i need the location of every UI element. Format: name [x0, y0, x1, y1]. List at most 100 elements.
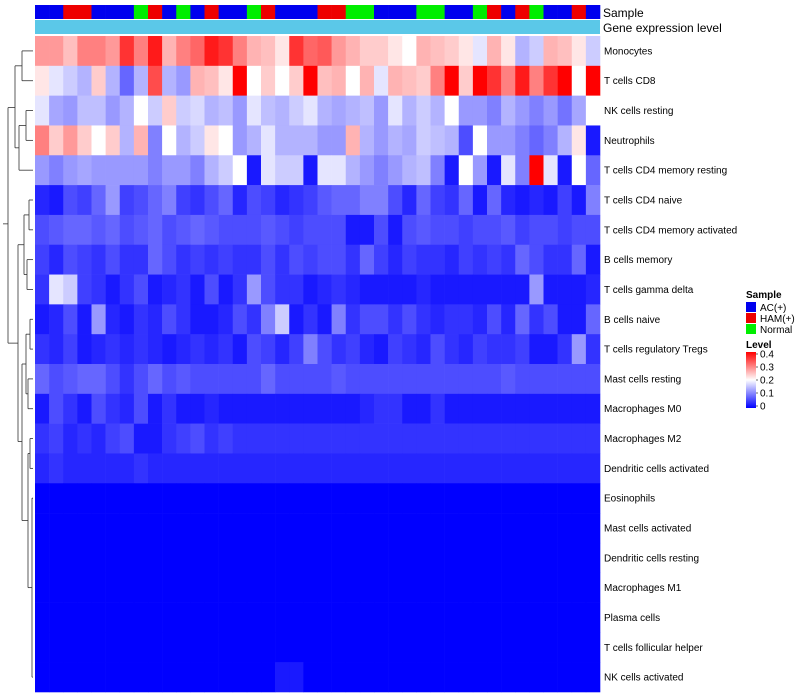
heatmap-cell [119, 244, 135, 275]
heatmap-cell [416, 453, 431, 484]
heatmap-cell [133, 274, 149, 305]
heatmap-cell [402, 185, 417, 216]
heatmap-cell [176, 214, 191, 246]
heatmap-cell [430, 185, 445, 216]
heatmap-cell [345, 244, 361, 275]
heatmap-cell [119, 95, 135, 126]
heatmap-cell [133, 244, 149, 275]
heatmap-cell [444, 125, 460, 156]
heatmap-cell [232, 274, 248, 305]
heatmap-cell [77, 125, 92, 156]
heatmap-cell [289, 542, 304, 574]
row-label: NK cells resting [604, 106, 673, 117]
sample-annotation-cell [35, 5, 50, 19]
heatmap-cell [133, 453, 149, 484]
heatmap-cell [232, 334, 248, 365]
heatmap-cell [63, 274, 78, 305]
heatmap-cell [77, 602, 92, 633]
heatmap-cell [176, 244, 191, 275]
heatmap-cell [543, 542, 558, 574]
heatmap-cell [374, 632, 389, 663]
heatmap-cell [472, 632, 488, 663]
heatmap-cell [289, 274, 304, 305]
heatmap-cell [77, 513, 92, 544]
heatmap-cell [176, 36, 191, 67]
heatmap-cell [444, 602, 460, 633]
heatmap-cell [430, 602, 445, 633]
heatmap-cell [543, 513, 558, 544]
heatmap-cell [289, 95, 304, 126]
heatmap-cell [190, 36, 205, 67]
heatmap-cell [49, 244, 64, 275]
heatmap-cell [458, 602, 474, 633]
heatmap-cell [557, 453, 573, 484]
heatmap-cell [105, 334, 121, 365]
heatmap-cell [176, 632, 191, 663]
row-label: NK cells activated [604, 673, 683, 684]
heatmap-cell [444, 632, 460, 663]
heatmap-cell [515, 632, 530, 663]
heatmap-cell [246, 572, 262, 603]
heatmap-cell [232, 125, 248, 156]
heatmap-cell [261, 334, 276, 365]
heatmap-cell [388, 572, 403, 603]
heatmap-cell [515, 334, 530, 365]
heatmap-cell [218, 214, 234, 246]
heatmap-cell [571, 65, 587, 96]
heatmap-cell [416, 244, 431, 275]
heatmap-cell [501, 304, 516, 335]
sample-legend-swatch [746, 324, 756, 334]
heatmap-cell [162, 125, 177, 156]
heatmap-cell [133, 632, 149, 663]
heatmap-cell [63, 483, 78, 514]
heatmap-cell [303, 185, 318, 216]
heatmap-cell [515, 125, 530, 156]
heatmap-cell [218, 274, 234, 305]
heatmap-cell [487, 36, 502, 67]
heatmap-cell [49, 393, 64, 424]
heatmap-cell [246, 304, 262, 335]
heatmap-cell [176, 662, 191, 693]
heatmap-cell [49, 334, 64, 365]
heatmap-cell [388, 304, 403, 335]
heatmap-cell [345, 632, 361, 663]
heatmap-cell [190, 274, 205, 305]
heatmap-cell [218, 602, 234, 633]
heatmap-cell [416, 542, 431, 574]
heatmap-cell [430, 453, 445, 484]
heatmap-cell [529, 36, 544, 67]
heatmap-cell [317, 483, 332, 514]
heatmap-cell [91, 155, 106, 186]
sample-annotation-cell [162, 5, 177, 19]
heatmap-cell [275, 572, 290, 603]
heatmap-cell [585, 214, 601, 246]
heatmap-cell [133, 572, 149, 603]
heatmap-cell [261, 483, 276, 514]
heatmap-cell [49, 274, 64, 305]
heatmap-cell [557, 632, 573, 663]
heatmap-cell [543, 632, 558, 663]
heatmap-cell [585, 185, 601, 216]
heatmap-cell [374, 36, 389, 67]
heatmap-cell [515, 662, 530, 693]
heatmap-cell [275, 36, 290, 67]
heatmap-cell [162, 542, 177, 574]
heatmap-cell [571, 125, 587, 156]
heatmap-cell [585, 244, 601, 275]
heatmap-cell [162, 334, 177, 365]
row-label: Dendritic cells activated [604, 464, 709, 475]
heatmap-cell [388, 453, 403, 484]
heatmap-cell [63, 423, 78, 454]
heatmap-cell [148, 513, 163, 544]
heatmap-cell [487, 274, 502, 305]
heatmap-cell [63, 36, 78, 67]
heatmap-cell [204, 662, 219, 693]
heatmap-cell [402, 334, 417, 365]
heatmap-cell [430, 542, 445, 574]
heatmap-cell [402, 95, 417, 126]
heatmap-cell [571, 542, 587, 574]
heatmap-cell [91, 632, 106, 663]
heatmap-cell [374, 125, 389, 156]
heatmap-cell [119, 513, 135, 544]
heatmap-cell [458, 185, 474, 216]
